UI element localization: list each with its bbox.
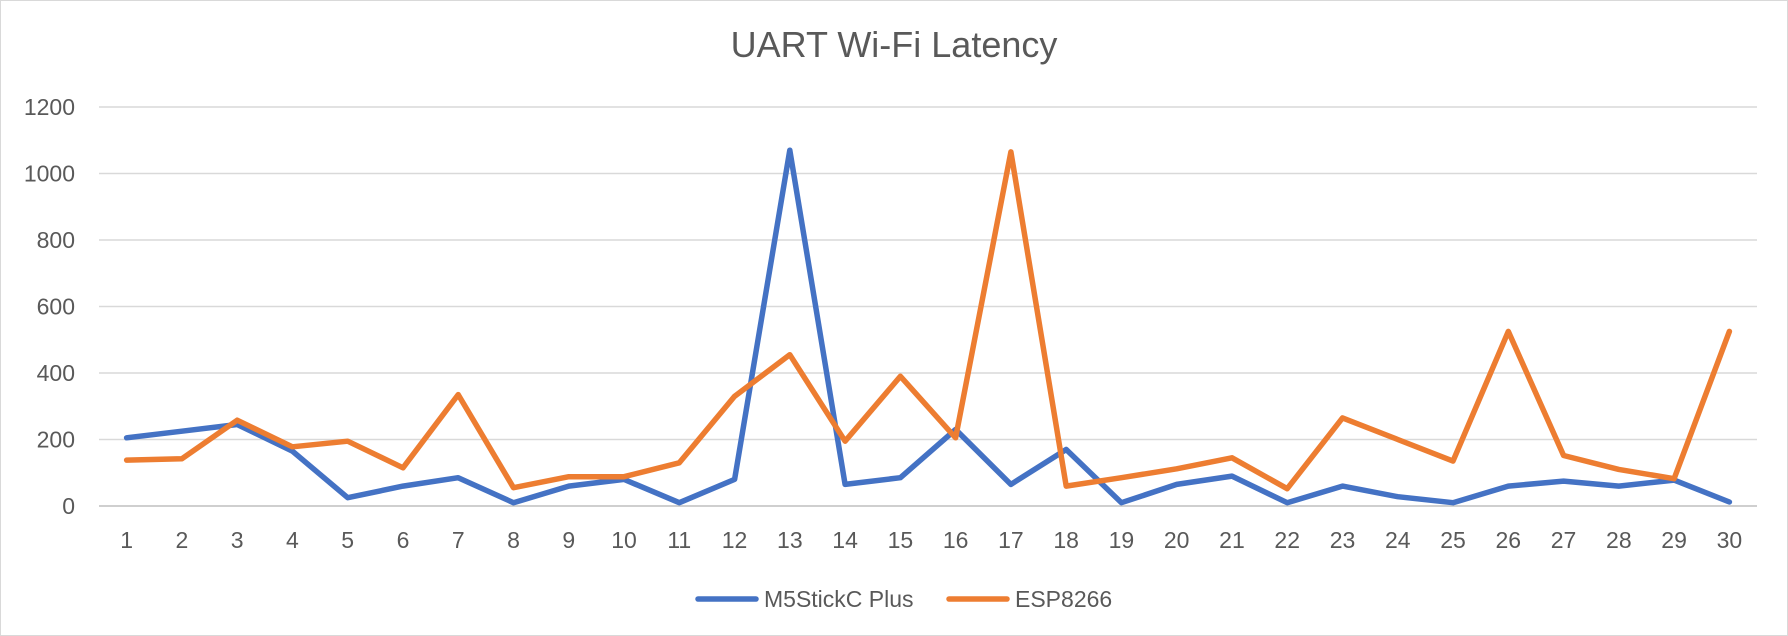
y-tick-label: 800 [37, 227, 75, 253]
x-tick-label: 23 [1330, 527, 1356, 553]
y-tick-label: 200 [37, 427, 75, 453]
x-tick-label: 1 [120, 527, 133, 553]
x-tick-label: 27 [1551, 527, 1577, 553]
legend-label: M5StickC Plus [764, 586, 914, 612]
y-tick-label: 400 [37, 360, 75, 386]
x-tick-label: 18 [1053, 527, 1079, 553]
legend-item: ESP8266 [946, 586, 1112, 612]
x-tick-label: 4 [286, 527, 299, 553]
x-tick-label: 20 [1164, 527, 1190, 553]
x-tick-label: 30 [1717, 527, 1743, 553]
legend-item: M5StickC Plus [695, 586, 914, 612]
y-tick-label: 1200 [24, 94, 75, 120]
x-tick-label: 10 [611, 527, 637, 553]
x-tick-label: 6 [397, 527, 410, 553]
x-tick-label: 28 [1606, 527, 1632, 553]
x-axis-ticks: 1 2 3 4 5 6 7 8 9 10 11 12 13 14 15 16 17 18 19 20 21 22 23 24 2… [120, 527, 1742, 553]
series-2 [123, 149, 1733, 492]
x-tick-label: 29 [1661, 527, 1687, 553]
x-tick-label: 26 [1496, 527, 1522, 553]
x-tick-label: 17 [998, 527, 1024, 553]
x-tick-label: 9 [562, 527, 575, 553]
x-tick-label: 14 [832, 527, 858, 553]
x-tick-label: 19 [1109, 527, 1135, 553]
y-tick-label: 1000 [24, 161, 75, 187]
legend: M5StickC Plus ESP8266 [695, 586, 1112, 612]
x-tick-label: 25 [1440, 527, 1466, 553]
x-tick-label: 8 [507, 527, 520, 553]
y-tick-label: 600 [37, 294, 75, 320]
series-line [123, 149, 1733, 492]
x-tick-label: 3 [231, 527, 244, 553]
x-tick-label: 12 [722, 527, 748, 553]
series-lines [123, 147, 1733, 506]
series-line [123, 147, 1733, 506]
y-tick-label: 0 [62, 493, 75, 519]
series-1 [123, 147, 1733, 506]
x-tick-label: 24 [1385, 527, 1411, 553]
x-tick-label: 11 [667, 527, 691, 553]
x-tick-label: 22 [1274, 527, 1300, 553]
x-tick-label: 2 [176, 527, 189, 553]
x-tick-label: 7 [452, 527, 465, 553]
x-tick-label: 5 [341, 527, 354, 553]
y-axis-ticks: 0 200 400 600 800 1000 1200 [24, 94, 75, 519]
legend-label: ESP8266 [1015, 586, 1112, 612]
x-tick-label: 13 [777, 527, 803, 553]
x-tick-label: 21 [1219, 527, 1245, 553]
chart-title: UART Wi-Fi Latency [731, 24, 1058, 65]
gridlines [99, 106, 1757, 507]
x-tick-label: 15 [888, 527, 914, 553]
x-tick-label: 16 [943, 527, 969, 553]
